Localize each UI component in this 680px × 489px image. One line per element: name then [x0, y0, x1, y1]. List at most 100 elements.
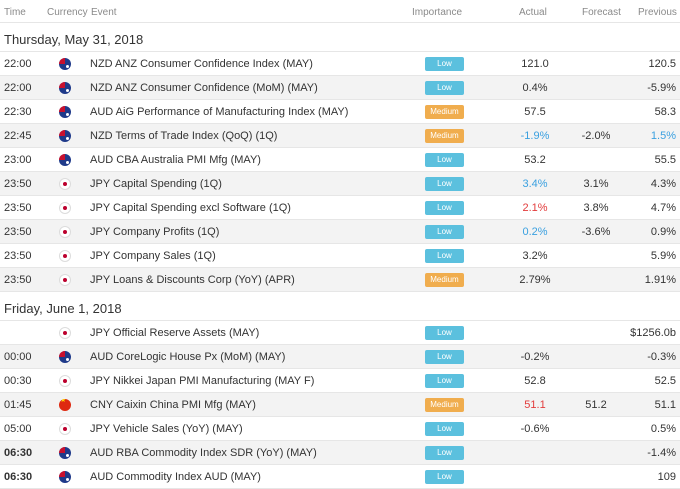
actual-value: 52.8 — [524, 375, 546, 387]
event-time: 06:30 — [4, 447, 33, 459]
event-row[interactable]: 06:30 AUD RBA Commodity Index SDR (YoY) (… — [0, 441, 680, 465]
event-name[interactable]: NZD Terms of Trade Index (QoQ) (1Q) — [90, 130, 278, 142]
event-name[interactable]: AUD AiG Performance of Manufacturing Ind… — [90, 106, 349, 118]
importance-badge: Low — [425, 177, 464, 191]
event-time: 01:45 — [4, 399, 32, 411]
nz-flag-icon — [59, 130, 71, 142]
event-row[interactable]: 23:00 AUD CBA Australia PMI Mfg (MAY) Low 5… — [0, 148, 680, 172]
actual-value: -0.2% — [520, 351, 550, 363]
event-name[interactable]: NZD ANZ Consumer Confidence (MoM) (MAY) — [90, 82, 318, 94]
header-event: Event — [91, 7, 117, 18]
event-name[interactable]: JPY Official Reserve Assets (MAY) — [90, 327, 260, 339]
event-row[interactable]: 23:50 JPY Loans & Discounts Corp (YoY) (A… — [0, 268, 680, 292]
event-row[interactable]: 22:45 NZD Terms of Trade Index (QoQ) (1Q)… — [0, 124, 680, 148]
importance-badge: Medium — [425, 398, 464, 412]
event-time: 22:00 — [4, 82, 32, 94]
header-previous: Previous — [638, 7, 677, 18]
event-row[interactable]: 22:30 AUD AiG Performance of Manufacturin… — [0, 100, 680, 124]
event-time: 23:50 — [4, 202, 32, 214]
event-name[interactable]: JPY Company Sales (1Q) — [90, 250, 216, 262]
actual-value: 0.4% — [522, 82, 548, 94]
importance-badge: Low — [425, 249, 464, 263]
jp-flag-icon — [59, 202, 71, 214]
header-actual: Actual — [519, 7, 547, 18]
event-name[interactable]: JPY Capital Spending excl Software (1Q) — [90, 202, 291, 214]
importance-badge: Medium — [425, 273, 464, 287]
previous-value: -0.3% — [647, 351, 676, 363]
event-row[interactable]: 00:30 JPY Nikkei Japan PMI Manufacturing … — [0, 369, 680, 393]
forecast-value: 3.8% — [583, 202, 609, 214]
actual-value: 3.4% — [522, 178, 548, 190]
event-row[interactable]: 23:50 JPY Capital Spending (1Q) Low 3.4% 3.1… — [0, 172, 680, 196]
event-time: 00:30 — [4, 375, 32, 387]
importance-badge: Low — [425, 350, 464, 364]
previous-value: 120.5 — [648, 58, 676, 70]
previous-value: 5.9% — [650, 250, 676, 262]
event-name[interactable]: AUD RBA Commodity Index SDR (YoY) (MAY) — [90, 447, 317, 459]
event-name[interactable]: AUD CBA Australia PMI Mfg (MAY) — [90, 154, 261, 166]
actual-value: 51.1 — [524, 399, 546, 411]
au-flag-icon — [59, 471, 71, 483]
actual-value: 57.5 — [524, 106, 546, 118]
importance-badge: Medium — [425, 105, 464, 119]
importance-badge: Low — [425, 422, 464, 436]
previous-value: 4.3% — [650, 178, 676, 190]
event-name[interactable]: JPY Vehicle Sales (YoY) (MAY) — [90, 423, 243, 435]
event-row[interactable]: 22:00 NZD ANZ Consumer Confidence (MoM) (… — [0, 76, 680, 100]
previous-value: -5.9% — [647, 82, 676, 94]
event-row[interactable]: 05:00 JPY Vehicle Sales (YoY) (MAY) Low -0.… — [0, 417, 680, 441]
importance-badge: Low — [425, 57, 464, 71]
event-name[interactable]: AUD CoreLogic House Px (MoM) (MAY) — [90, 351, 286, 363]
event-row[interactable]: 06:30 AUD Commodity Index AUD (MAY) Low 109 — [0, 465, 680, 489]
event-name[interactable]: CNY Caixin China PMI Mfg (MAY) — [90, 399, 256, 411]
forecast-value: -2.0% — [581, 130, 611, 142]
au-flag-icon — [59, 154, 71, 166]
previous-value: 55.5 — [654, 154, 676, 166]
jp-flag-icon — [59, 178, 71, 190]
importance-badge: Low — [425, 374, 464, 388]
header-currency: Currency — [47, 7, 88, 18]
jp-flag-icon — [59, 274, 71, 286]
event-row[interactable]: 23:50 JPY Company Profits (1Q) Low 0.2% -3.6… — [0, 220, 680, 244]
event-row[interactable]: 22:00 NZD ANZ Consumer Confidence Index (… — [0, 52, 680, 76]
event-row[interactable]: 00:00 AUD CoreLogic House Px (MoM) (MAY) L… — [0, 345, 680, 369]
au-flag-icon — [59, 106, 71, 118]
event-time: 05:00 — [4, 423, 32, 435]
event-row[interactable]: 01:45 CNY Caixin China PMI Mfg (MAY) Mediu… — [0, 393, 680, 417]
table-header: Time Currency Event Importance Actual Fo… — [0, 0, 680, 23]
event-time: 22:45 — [4, 130, 32, 142]
previous-value: 0.5% — [650, 423, 676, 435]
importance-badge: Low — [425, 326, 464, 340]
au-flag-icon — [59, 351, 71, 363]
importance-badge: Medium — [425, 129, 464, 143]
event-row[interactable]: 23:50 JPY Capital Spending excl Software … — [0, 196, 680, 220]
event-time: 22:30 — [4, 106, 32, 118]
event-row[interactable]: 23:50 JPY Company Sales (1Q) Low 3.2% 5.9% — [0, 244, 680, 268]
actual-value: 53.2 — [524, 154, 546, 166]
event-name[interactable]: JPY Nikkei Japan PMI Manufacturing (MAY … — [90, 375, 315, 387]
event-time: 06:30 — [4, 471, 33, 483]
header-time: Time — [4, 7, 26, 18]
jp-flag-icon — [59, 327, 71, 339]
nz-flag-icon — [59, 58, 71, 70]
importance-badge: Low — [425, 201, 464, 215]
header-importance: Importance — [412, 7, 463, 18]
event-time: 22:00 — [4, 58, 32, 70]
event-row[interactable]: JPY Official Reserve Assets (MAY) Low $125… — [0, 321, 680, 345]
day-heading: Thursday, May 31, 2018 — [0, 23, 680, 52]
forecast-value: 3.1% — [583, 178, 609, 190]
cn-flag-icon — [59, 399, 71, 411]
event-name[interactable]: JPY Capital Spending (1Q) — [90, 178, 222, 190]
event-name[interactable]: JPY Company Profits (1Q) — [90, 226, 220, 238]
event-name[interactable]: JPY Loans & Discounts Corp (YoY) (APR) — [90, 274, 295, 286]
previous-value: 109 — [657, 471, 676, 483]
event-name[interactable]: NZD ANZ Consumer Confidence Index (MAY) — [90, 58, 313, 70]
event-time: 23:50 — [4, 274, 32, 286]
jp-flag-icon — [59, 250, 71, 262]
previous-value: 4.7% — [650, 202, 676, 214]
importance-badge: Low — [425, 153, 464, 167]
previous-value: 1.91% — [644, 274, 676, 286]
day-heading: Friday, June 1, 2018 — [0, 292, 680, 321]
event-name[interactable]: AUD Commodity Index AUD (MAY) — [90, 471, 261, 483]
previous-value: 1.5% — [650, 130, 676, 142]
